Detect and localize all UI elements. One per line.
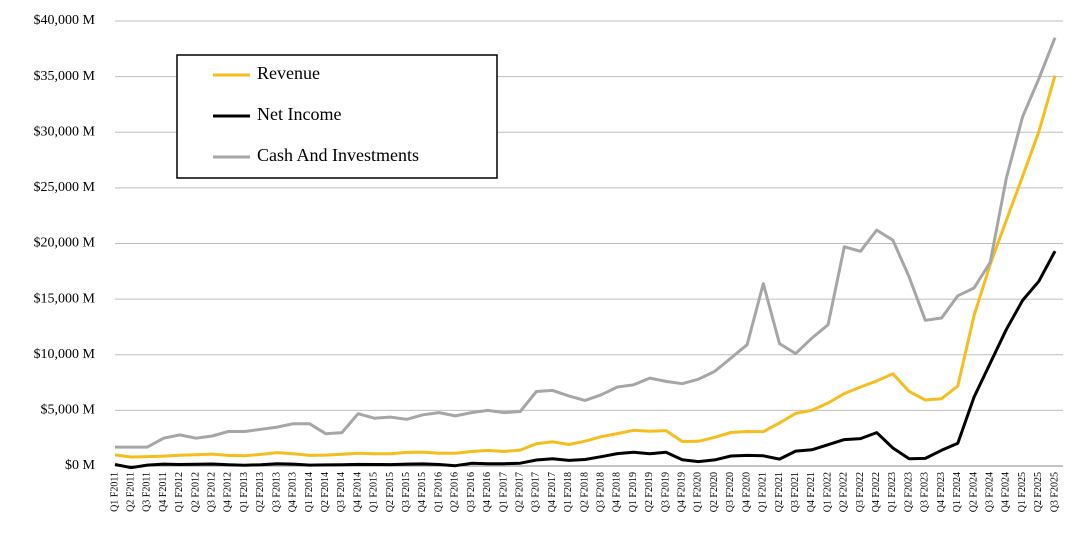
x-tick-label: Q4 F2019 — [677, 472, 688, 512]
legend-label: Revenue — [257, 63, 320, 83]
y-tick-label: $20,000 M — [34, 236, 96, 251]
x-tick-label: Q2 F2012 — [190, 472, 201, 512]
line-series — [115, 37, 1057, 449]
x-tick-label: Q1 F2018 — [563, 472, 574, 512]
x-tick-label: Q2 F2015 — [385, 472, 396, 512]
line-series — [114, 250, 1057, 470]
x-tick-label: Q3 F2019 — [660, 472, 671, 512]
x-tick-label: Q1 F2015 — [369, 472, 380, 512]
x-tick-label: Q4 F2020 — [741, 472, 752, 512]
x-tick-label: Q3 F2022 — [855, 472, 866, 512]
x-tick-label: Q4 F2023 — [936, 472, 947, 512]
y-tick-label: $0 M — [65, 458, 96, 473]
y-tick-label: $15,000 M — [34, 291, 96, 306]
legend-label: Cash And Investments — [257, 145, 419, 165]
x-tick-label: Q3 F2015 — [401, 472, 412, 512]
x-tick-label: Q2 F2020 — [709, 472, 720, 512]
y-tick-label: $35,000 M — [34, 69, 96, 84]
x-tick-label: Q3 F2013 — [271, 472, 282, 512]
x-tick-label: Q2 F2021 — [774, 472, 785, 512]
x-tick-label: Q1 F2017 — [498, 472, 509, 512]
x-tick-label: Q2 F2024 — [968, 472, 979, 512]
x-tick-label: Q3 F2018 — [596, 472, 607, 512]
x-tick-label: Q1 F2025 — [1017, 472, 1028, 512]
y-tick-label: $25,000 M — [34, 180, 96, 195]
x-tick-label: Q1 F2012 — [174, 472, 185, 512]
x-tick-label: Q4 F2024 — [1001, 472, 1012, 512]
x-tick-label: Q1 F2016 — [433, 472, 444, 512]
line-series — [114, 75, 1057, 459]
x-tick-label: Q2 F2025 — [1033, 472, 1044, 512]
y-tick-label: $30,000 M — [34, 124, 96, 139]
x-tick-label: Q2 F2022 — [839, 472, 850, 512]
x-tick-label: Q2 F2018 — [579, 472, 590, 512]
x-tick-label: Q4 F2021 — [806, 472, 817, 512]
x-tick-label: Q1 F2013 — [239, 472, 250, 512]
x-tick-label: Q1 F2011 — [109, 472, 120, 512]
x-tick-label: Q3 F2017 — [531, 472, 542, 512]
x-tick-label: Q4 F2012 — [223, 472, 234, 512]
x-tick-label: Q1 F2019 — [628, 472, 639, 512]
x-tick-label: Q3 F2016 — [466, 472, 477, 512]
x-tick-label: Q3 F2023 — [920, 472, 931, 512]
x-tick-label: Q4 F2018 — [612, 472, 623, 512]
x-tick-label: Q3 F2011 — [142, 472, 153, 512]
x-tick-label: Q1 F2022 — [822, 472, 833, 512]
x-tick-label: Q2 F2013 — [255, 472, 266, 512]
x-tick-label: Q1 F2023 — [887, 472, 898, 512]
x-tick-label: Q2 F2014 — [320, 472, 331, 512]
x-tick-label: Q4 F2022 — [871, 472, 882, 512]
x-tick-label: Q4 F2011 — [158, 472, 169, 512]
x-tick-label: Q4 F2013 — [288, 472, 299, 512]
x-tick-label: Q1 F2020 — [693, 472, 704, 512]
x-tick-label: Q1 F2021 — [758, 472, 769, 512]
x-tick-label: Q4 F2015 — [417, 472, 428, 512]
x-tick-label: Q2 F2011 — [126, 472, 137, 512]
x-tick-label: Q1 F2024 — [952, 472, 963, 512]
x-tick-label: Q3 F2014 — [336, 472, 347, 512]
x-tick-label: Q3 F2025 — [1049, 472, 1060, 512]
x-tick-label: Q2 F2016 — [450, 472, 461, 512]
x-tick-label: Q2 F2017 — [514, 472, 525, 512]
y-tick-label: $40,000 M — [34, 13, 96, 28]
x-tick-label: Q2 F2023 — [903, 472, 914, 512]
x-tick-label: Q2 F2019 — [644, 472, 655, 512]
x-tick-label: Q3 F2020 — [725, 472, 736, 512]
x-tick-label: Q3 F2024 — [984, 472, 995, 512]
x-tick-label: Q1 F2014 — [304, 472, 315, 512]
x-tick-label: Q3 F2012 — [207, 472, 218, 512]
x-tick-label: Q4 F2014 — [352, 472, 363, 512]
y-tick-label: $5,000 M — [41, 403, 96, 418]
x-tick-label: Q4 F2017 — [547, 472, 558, 512]
legend-label: Net Income — [257, 104, 341, 124]
x-tick-label: Q4 F2016 — [482, 472, 493, 512]
x-tick-label: Q3 F2021 — [790, 472, 801, 512]
y-tick-label: $10,000 M — [34, 347, 96, 362]
